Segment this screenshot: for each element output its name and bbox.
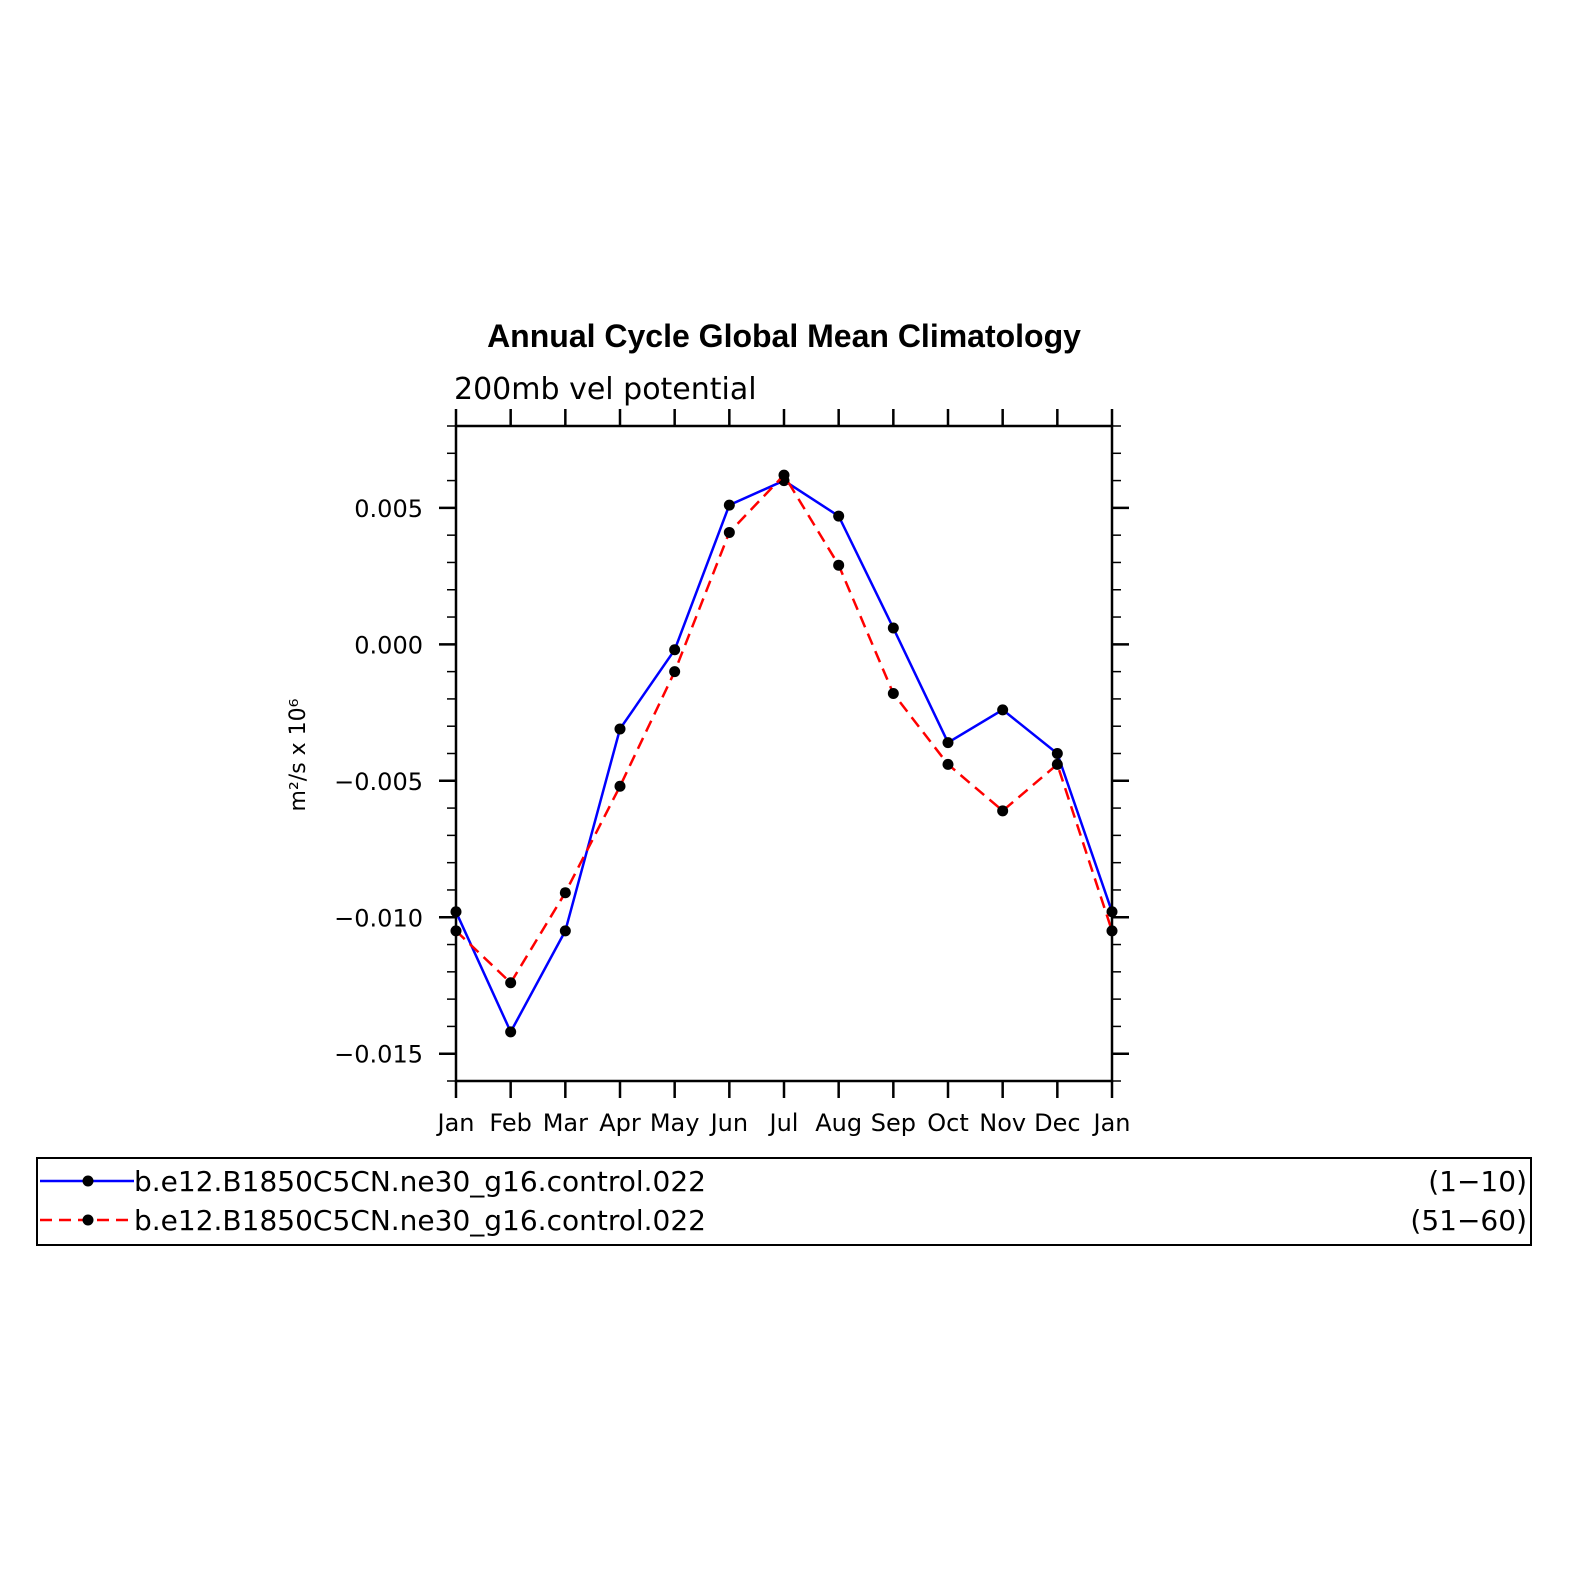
data-point: [614, 780, 626, 792]
x-tick-label: Oct: [927, 1109, 969, 1137]
y-tick-label: −0.005: [334, 768, 423, 796]
axis-ticks: Jan Feb Mar Apr May Jun Jul Aug Sep Oct Nov Dec Jan 0…: [334, 409, 1131, 1137]
x-tick-label: Dec: [1034, 1109, 1080, 1137]
y-tick-label: −0.010: [334, 904, 423, 932]
data-point: [833, 510, 845, 522]
data-point: [1051, 748, 1063, 759]
x-tick-label: May: [650, 1109, 700, 1137]
series-layer: [450, 469, 1118, 1038]
legend-box: [36, 1157, 1532, 1246]
data-point: [559, 925, 571, 937]
x-tick-label: Aug: [815, 1109, 862, 1137]
chart-subtitle: 200mb vel potential: [454, 372, 757, 407]
x-tick-label: Jan: [1092, 1109, 1131, 1137]
legend-marker: [82, 1214, 94, 1226]
legend-label: b.e12.B1850C5CN.ne30_g16.control.022: [134, 1204, 706, 1237]
data-point: [614, 723, 626, 735]
data-point: [997, 805, 1009, 817]
series-1: [450, 475, 1118, 1038]
legend-years: (1−10): [1428, 1165, 1527, 1198]
legend-years: (51−60): [1410, 1204, 1527, 1237]
legend: b.e12.B1850C5CN.ne30_g16.control.022 (1−1…: [36, 1157, 1532, 1246]
data-point: [887, 687, 899, 699]
legend-marker: [82, 1175, 94, 1187]
x-tick-label: Sep: [871, 1109, 916, 1137]
data-point: [997, 704, 1009, 716]
data-point: [669, 644, 681, 656]
series-line: [455, 473, 1114, 985]
data-point: [887, 622, 899, 634]
x-tick-label: Apr: [599, 1109, 641, 1137]
x-tick-label: Feb: [489, 1109, 532, 1137]
data-point: [669, 666, 681, 678]
x-tick-label: Jul: [768, 1109, 799, 1137]
y-tick-label: 0.005: [354, 495, 423, 523]
x-tick-label: Jun: [709, 1109, 749, 1137]
x-tick-label: Mar: [543, 1109, 588, 1137]
y-tick-label: −0.015: [334, 1041, 423, 1069]
data-point: [723, 499, 735, 511]
series-line: [454, 479, 1114, 1035]
x-tick-label: Nov: [979, 1109, 1026, 1137]
data-point: [942, 737, 954, 749]
x-tick-label: Jan: [436, 1109, 475, 1137]
data-point: [505, 1026, 517, 1038]
legend-label: b.e12.B1850C5CN.ne30_g16.control.022: [134, 1165, 706, 1198]
data-point: [723, 526, 735, 538]
data-point: [778, 469, 790, 481]
data-point: [505, 977, 517, 989]
y-axis-label: m²/s x 10⁶: [286, 698, 311, 811]
data-point: [1051, 758, 1063, 770]
data-point: [942, 758, 954, 770]
plot-frame: [454, 424, 1114, 1083]
legend-item: b.e12.B1850C5CN.ne30_g16.control.022 (1−1…: [40, 1165, 1527, 1198]
y-tick-label: 0.000: [354, 631, 423, 659]
legend-item: b.e12.B1850C5CN.ne30_g16.control.022 (51−…: [40, 1204, 1527, 1237]
data-point: [559, 887, 571, 899]
series-2: [450, 469, 1118, 989]
data-point: [833, 559, 845, 571]
chart-title: Annual Cycle Global Mean Climatology: [487, 318, 1081, 354]
